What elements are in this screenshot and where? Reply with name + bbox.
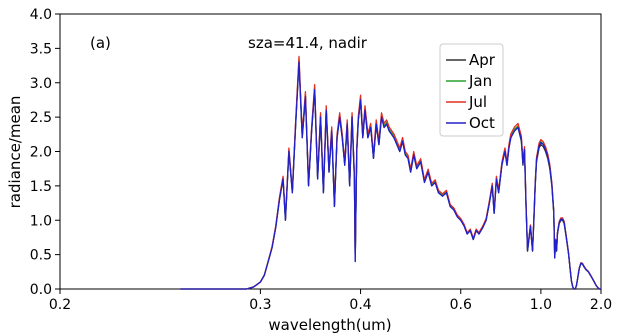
- y-tick-label: 0.5: [30, 248, 52, 264]
- legend: Apr Jan Jul Oct: [439, 43, 504, 137]
- x-tick-label: 0.2: [49, 297, 71, 313]
- y-tick-label: 4.0: [30, 7, 52, 23]
- x-tick-label: 0.3: [249, 297, 271, 313]
- panel-label: (a): [90, 34, 111, 52]
- legend-items: Apr Jan Jul Oct: [446, 51, 496, 132]
- y-tick-label: 3.0: [30, 76, 52, 92]
- y-axis-label: radiance/mean: [6, 96, 24, 209]
- series-line-jul: [180, 55, 601, 290]
- y-axis-ticks: 0.0 0.5 1.0 1.5 2.0 2.5 3.0 3.5 4.0: [30, 7, 60, 298]
- y-tick-label: 3.5: [30, 41, 52, 57]
- legend-label-apr: Apr: [469, 51, 496, 69]
- y-tick-label: 1.5: [30, 179, 52, 195]
- x-axis-ticks: 0.2 0.3 0.4 0.6 1.0 2.0: [49, 289, 612, 313]
- series-line-jan: [180, 59, 601, 290]
- x-tick-label: 1.0: [530, 297, 552, 313]
- chart-annotation: sza=41.4, nadir: [248, 34, 368, 52]
- x-tick-label: 2.0: [590, 297, 612, 313]
- x-tick-label: 0.6: [450, 297, 472, 313]
- legend-label-jul: Jul: [468, 93, 487, 111]
- legend-frame: [439, 43, 504, 137]
- y-tick-label: 2.5: [30, 110, 52, 126]
- x-axis-label: wavelength(um): [268, 316, 391, 334]
- series-line-oct: [180, 61, 601, 290]
- x-tick-label: 0.4: [349, 297, 371, 313]
- y-tick-label: 2.0: [30, 145, 52, 161]
- series-line-apr: [180, 61, 601, 290]
- legend-label-oct: Oct: [469, 114, 495, 132]
- legend-label-jan: Jan: [468, 72, 492, 90]
- y-tick-label: 1.0: [30, 213, 52, 229]
- series-layer: [180, 55, 601, 290]
- y-tick-label: 0.0: [30, 282, 52, 298]
